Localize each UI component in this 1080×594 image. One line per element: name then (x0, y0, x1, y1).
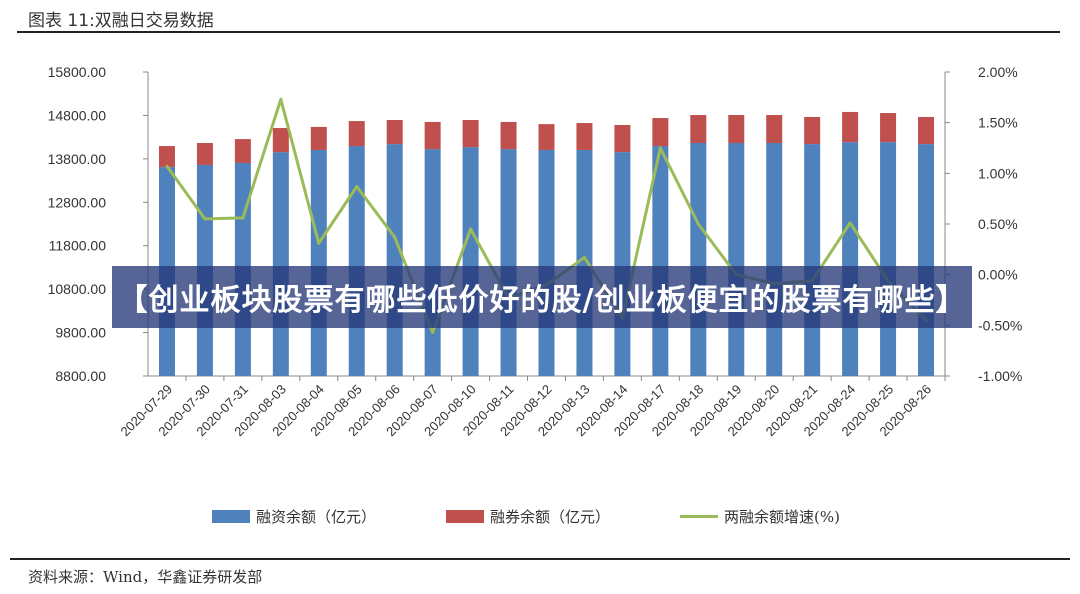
growth-point (696, 222, 700, 226)
left-tick-label: 15800.00 (48, 64, 107, 80)
right-tick-label: 1.50% (978, 115, 1018, 131)
left-tick-label: 10800.00 (48, 281, 107, 297)
bar-securities (424, 121, 441, 150)
legend-swatch-securities (446, 510, 484, 523)
growth-point (279, 97, 283, 101)
legend-swatch-financing (212, 510, 250, 523)
legend-securities: 融券余额（亿元） (446, 506, 610, 527)
right-tick-label: 2.00% (978, 64, 1018, 80)
bar-securities (690, 114, 707, 144)
bar-securities (652, 118, 669, 147)
bar-securities (728, 114, 745, 144)
growth-point (658, 146, 662, 150)
bar-financing (690, 143, 707, 376)
source-note: 资料来源：Wind，华鑫证券研发部 (28, 568, 263, 586)
bar-securities (576, 123, 593, 150)
bar-financing (652, 146, 669, 376)
bar-securities (196, 143, 213, 165)
bar-financing (386, 144, 403, 376)
left-tick-label: 13800.00 (48, 151, 107, 167)
growth-point (431, 330, 435, 334)
right-tick-label: -1.00% (978, 368, 1022, 384)
left-tick-label: 12800.00 (48, 194, 107, 210)
growth-point (582, 255, 586, 259)
overlay-banner: 【创业板块股票有哪些低价好的股/创业板便宜的股票有哪些】 (112, 266, 972, 328)
bar-financing (310, 149, 327, 376)
growth-point (203, 217, 207, 221)
legend-growth: 两融余额增速(%) (680, 506, 840, 527)
left-tick-label: 11800.00 (49, 238, 107, 254)
bar-financing (804, 144, 821, 376)
bar-securities (348, 121, 365, 147)
right-tick-label: 0.00% (978, 267, 1018, 283)
legend-label: 融券余额（亿元） (490, 508, 611, 526)
legend-label: 融资余额（亿元） (256, 508, 377, 526)
growth-point (241, 216, 245, 220)
left-tick-label: 9800.00 (55, 325, 106, 341)
bar-financing (614, 152, 631, 376)
bar-financing (538, 149, 555, 376)
banner-text: 【创业板块股票有哪些低价好的股/创业板便宜的股票有哪些】 (117, 283, 967, 318)
growth-point (393, 235, 397, 239)
bar-securities (310, 126, 327, 150)
bar-financing (842, 142, 859, 376)
bar-securities (386, 119, 403, 145)
legend-financing: 融资余额（亿元） (212, 506, 376, 527)
bar-financing (348, 146, 365, 376)
left-tick-label: 8800.00 (55, 368, 106, 384)
bar-financing (272, 152, 289, 376)
legend-swatch-growth (680, 515, 718, 518)
bar-securities (614, 124, 631, 153)
bar-financing (424, 149, 441, 376)
growth-point (355, 185, 359, 189)
bar-securities (880, 113, 897, 143)
growth-point (317, 241, 321, 245)
growth-point (469, 227, 473, 231)
bar-financing (728, 143, 745, 376)
figure-title: 图表 11:双融日交易数据 (28, 11, 214, 31)
growth-point (848, 221, 852, 225)
bar-securities (462, 119, 479, 148)
bar-securities (234, 139, 251, 163)
bar-securities (538, 124, 555, 150)
right-tick-label: 0.50% (978, 216, 1018, 232)
right-tick-label: 1.00% (978, 165, 1018, 181)
growth-point (165, 164, 169, 168)
bar-securities (500, 121, 517, 150)
bar-securities (842, 111, 859, 143)
bar-securities (272, 128, 289, 153)
right-tick-label: -0.50% (978, 317, 1022, 333)
bar-securities (804, 116, 821, 145)
bar-financing (500, 149, 517, 376)
left-tick-label: 14800.00 (48, 107, 107, 123)
bar-securities (766, 114, 783, 144)
bar-financing (918, 144, 935, 376)
legend-label: 两融余额增速(%) (724, 508, 840, 526)
bar-financing (766, 143, 783, 376)
bar-securities (918, 116, 935, 145)
bar-financing (462, 147, 479, 376)
bottom-rule (10, 558, 1070, 560)
top-rule (17, 31, 1060, 33)
bar-financing (880, 142, 897, 376)
bar-securities (158, 146, 175, 168)
